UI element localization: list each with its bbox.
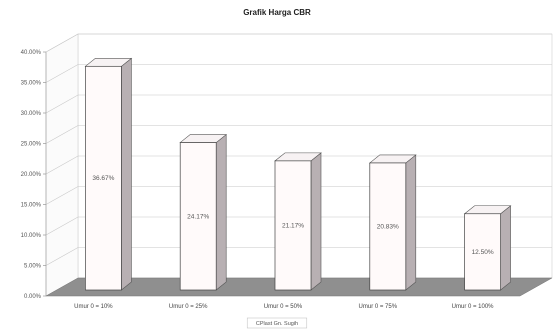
x-category-label: Umur 0 = 50% (264, 304, 303, 310)
bar (369, 162, 407, 291)
y-tick-label: 30.00% (21, 111, 42, 117)
bar-side (310, 152, 322, 291)
data-labels: 36.67% 24.17% 21.17% 20.83% 12.50% (92, 175, 493, 256)
bar-series (84, 57, 512, 291)
bar-side (215, 133, 227, 291)
x-axis-categories: Umur 0 = 10% Umur 0 = 25% Umur 0 = 50% Umur… (74, 304, 494, 310)
y-tick-label: 0.00% (24, 294, 42, 300)
bar-side (500, 205, 511, 291)
y-tick-label: 5.00% (24, 264, 42, 270)
data-label: 36.67% (92, 175, 114, 182)
y-tick-label: 25.00% (21, 142, 42, 148)
y-tick-label: 40.00% (21, 50, 42, 56)
gridline (45, 64, 552, 83)
y-tick-label: 35.00% (21, 81, 42, 87)
bar (464, 213, 501, 291)
data-label: 21.17% (282, 222, 304, 229)
y-tick-label: 15.00% (21, 203, 42, 209)
bar (274, 160, 312, 291)
x-axis-title: CPlast Gn. Sugih (256, 321, 298, 327)
data-label: 20.83% (377, 223, 399, 230)
gridline (45, 33, 552, 53)
x-category-label: Umur 0 = 10% (74, 304, 113, 310)
data-label: 12.50% (472, 249, 494, 256)
x-category-label: Umur 0 = 25% (169, 304, 208, 310)
chart-title: Grafik Harga CBR (243, 8, 311, 17)
bar (179, 142, 217, 291)
gridline (45, 125, 552, 144)
bar-side (121, 57, 132, 291)
x-category-label: Umur 0 = 100% (452, 304, 495, 310)
x-category-label: Umur 0 = 75% (359, 304, 398, 310)
x-axis-title-box (246, 317, 308, 329)
gridline (45, 94, 552, 114)
bar-side (405, 154, 417, 291)
x-axis-title-group: CPlast Gn. Sugih (246, 317, 308, 329)
bar (85, 65, 122, 291)
y-tick-label: 10.00% (21, 233, 42, 239)
y-axis: 0.00% 5.00% 10.00% 15.00% 20.00% 25.00% 30.00%… (21, 50, 47, 300)
y-tick-label: 20.00% (21, 172, 42, 178)
data-label: 24.17% (187, 213, 209, 220)
